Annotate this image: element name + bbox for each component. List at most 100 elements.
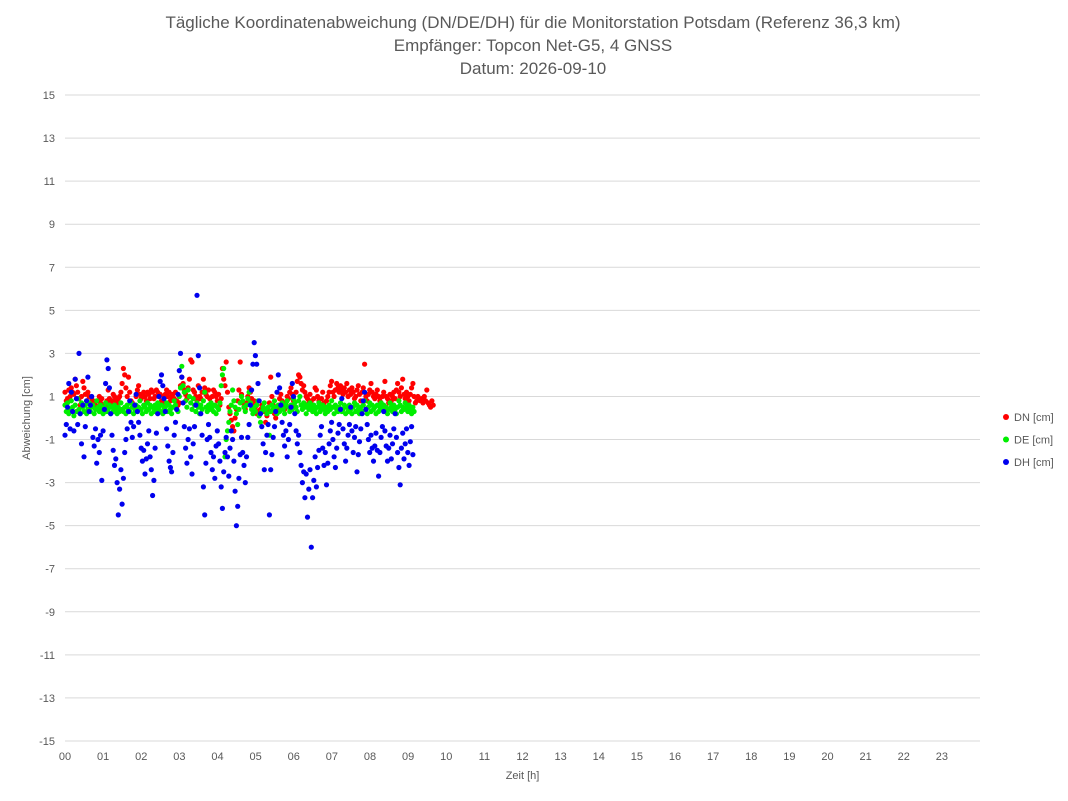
data-point (199, 432, 205, 438)
legend-marker (1003, 459, 1009, 465)
data-point (101, 406, 107, 412)
data-point (353, 393, 359, 400)
y-tick-label: -9 (45, 607, 55, 619)
data-point (217, 400, 223, 406)
data-point (335, 430, 341, 436)
data-point (311, 477, 317, 483)
chart-date: Datum: 2026-09-10 (460, 59, 606, 78)
data-point (264, 411, 270, 417)
data-point (303, 411, 309, 417)
x-tick-label: 09 (402, 751, 414, 763)
data-point (252, 408, 258, 415)
data-point (261, 467, 267, 473)
data-point (108, 411, 114, 417)
data-point (119, 380, 125, 387)
data-point (125, 374, 132, 380)
data-point (269, 452, 275, 458)
data-point (370, 458, 377, 464)
y-tick-label: -1 (45, 435, 55, 447)
data-point (174, 406, 180, 412)
data-point (287, 421, 293, 428)
data-point (245, 434, 251, 440)
data-point (402, 400, 408, 406)
data-point (403, 389, 410, 395)
data-point (406, 402, 412, 408)
data-point (296, 398, 302, 404)
data-point (172, 419, 179, 425)
data-point (355, 383, 361, 389)
data-point (240, 449, 246, 456)
data-point (71, 428, 77, 434)
data-point (242, 408, 248, 415)
legend: DN [cm] DE [cm] DH [cm] (1003, 412, 1054, 469)
data-point (203, 460, 209, 466)
data-point (252, 353, 258, 359)
data-point (274, 389, 280, 395)
data-point (189, 359, 195, 365)
data-point (392, 411, 398, 417)
data-point (283, 428, 289, 434)
data-point (384, 396, 391, 402)
data-point (80, 378, 86, 384)
data-point (282, 411, 288, 417)
data-point (214, 428, 220, 434)
data-point (124, 402, 130, 408)
data-point (223, 359, 229, 365)
x-tick-label: 18 (745, 751, 757, 763)
data-point (327, 428, 333, 434)
data-point (165, 393, 171, 400)
data-point (411, 393, 417, 400)
data-point (362, 361, 368, 367)
data-point (232, 404, 238, 410)
data-point (236, 387, 242, 393)
data-point (114, 480, 120, 486)
data-point (323, 482, 330, 488)
data-point (359, 411, 365, 417)
data-point (320, 445, 326, 451)
data-point (268, 374, 274, 380)
data-point (152, 445, 158, 451)
data-point (167, 464, 173, 471)
data-point (406, 398, 412, 404)
data-point (376, 473, 382, 479)
data-point (362, 389, 368, 395)
data-point (218, 396, 224, 402)
data-point (311, 396, 317, 402)
data-point (381, 389, 387, 395)
data-point (238, 393, 245, 400)
x-tick-label: 23 (936, 751, 948, 763)
data-point (186, 393, 192, 400)
data-point (181, 389, 187, 395)
data-point (396, 464, 402, 471)
data-point (170, 449, 176, 456)
y-tick-label: 1 (49, 391, 55, 403)
data-point (188, 454, 194, 460)
data-point (111, 393, 118, 400)
data-point (80, 402, 86, 408)
data-point (232, 415, 238, 421)
data-point (99, 477, 105, 483)
data-point (209, 393, 215, 400)
data-point (184, 404, 190, 410)
data-point (232, 488, 238, 494)
data-point (67, 393, 73, 400)
data-point (297, 449, 303, 456)
data-point (68, 389, 74, 395)
data-point (368, 380, 374, 387)
data-point (313, 387, 319, 393)
data-point (261, 400, 267, 406)
x-tick-label: 16 (669, 751, 681, 763)
data-point (238, 434, 245, 440)
data-point (349, 411, 355, 417)
data-point (387, 432, 393, 438)
data-point (301, 383, 307, 389)
data-point (124, 426, 130, 432)
data-point (231, 458, 237, 464)
data-point (64, 400, 71, 406)
data-point (198, 411, 204, 417)
data-point (110, 447, 116, 453)
data-point (240, 398, 246, 404)
data-point (177, 350, 184, 356)
data-point (294, 378, 300, 384)
x-tick-label: 19 (783, 751, 795, 763)
